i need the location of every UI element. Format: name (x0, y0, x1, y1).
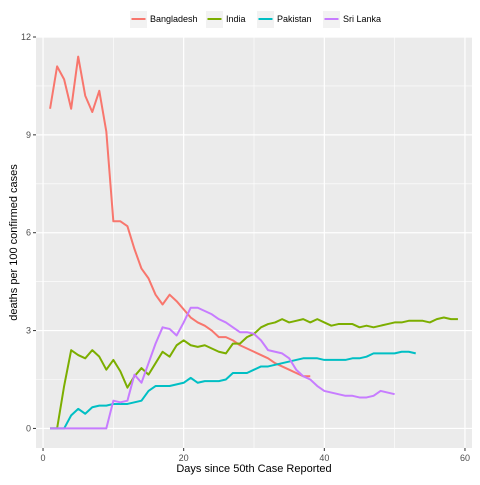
legend-item-pakistan: Pakistan (257, 11, 312, 28)
legend-label: Bangladesh (150, 14, 198, 24)
legend-item-india: India (206, 11, 246, 28)
series-line-bangladesh (49, 55, 311, 378)
x-tick-label: 0 (41, 453, 46, 463)
legend-label: Pakistan (277, 14, 312, 24)
gridlines (36, 36, 472, 448)
legend-label: Sri Lanka (343, 14, 381, 24)
series-line-sri-lanka (50, 306, 395, 430)
legend: Bangladesh India Pakistan Sri Lanka (130, 11, 381, 28)
axes: 0 20 40 60 0 3 6 9 12 (21, 32, 470, 463)
y-tick-label: 9 (26, 130, 31, 140)
y-tick-label: 0 (26, 423, 31, 433)
x-tick-label: 40 (319, 453, 329, 463)
y-axis-label: deaths per 100 confirmed cases (8, 164, 20, 321)
y-tick-label: 12 (21, 32, 31, 42)
legend-item-bangladesh: Bangladesh (130, 11, 198, 28)
series-line-pakistan (50, 350, 416, 430)
y-tick-label: 3 (26, 326, 31, 336)
x-axis-label: Days since 50th Case Reported (176, 463, 331, 475)
legend-label: India (226, 14, 246, 24)
x-tick-label: 20 (179, 453, 189, 463)
x-tick-label: 60 (460, 453, 470, 463)
y-tick-label: 6 (26, 228, 31, 238)
legend-item-sri-lanka: Sri Lanka (323, 11, 381, 28)
series-layer (49, 55, 458, 430)
